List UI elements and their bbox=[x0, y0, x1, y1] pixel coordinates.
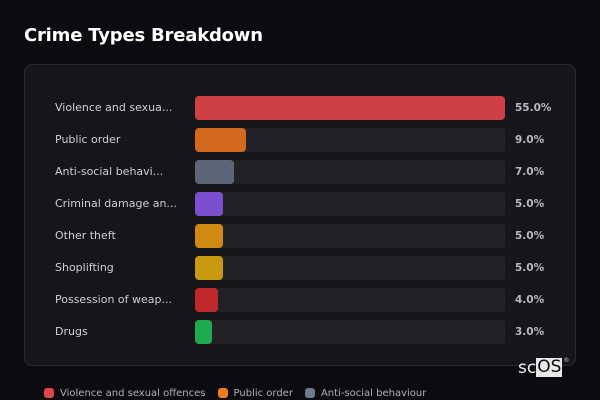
bar-label: Criminal damage an... bbox=[55, 197, 177, 210]
bar-value: 5.0% bbox=[515, 230, 545, 242]
bar-row: Violence and sexua... 55.0% bbox=[25, 96, 575, 120]
watermark-boxed: OS bbox=[536, 357, 563, 377]
bar-value: 5.0% bbox=[515, 198, 545, 210]
bar-label: Possession of weap... bbox=[55, 293, 172, 306]
bar-row: Anti-social behavi... 7.0% bbox=[25, 160, 575, 184]
legend-swatch-icon bbox=[44, 388, 54, 398]
legend-label: Violence and sexual offences bbox=[60, 387, 206, 399]
chart-title: Crime Types Breakdown bbox=[24, 25, 263, 46]
bar-label: Anti-social behavi... bbox=[55, 165, 164, 178]
bar-row: Possession of weap... 4.0% bbox=[25, 288, 575, 312]
bar-row: Shoplifting 5.0% bbox=[25, 256, 575, 280]
bar-value: 9.0% bbox=[515, 134, 545, 146]
bar-label: Other theft bbox=[55, 229, 116, 242]
legend-label: Public order bbox=[233, 387, 293, 399]
bar-fill[interactable] bbox=[195, 256, 223, 280]
bar-row: Other theft 5.0% bbox=[25, 224, 575, 248]
bar-label: Shoplifting bbox=[55, 261, 114, 274]
bar-track bbox=[195, 256, 505, 280]
legend-label: Anti-social behaviour bbox=[320, 387, 427, 399]
bar-fill[interactable] bbox=[195, 288, 218, 312]
bar-track bbox=[195, 192, 505, 216]
legend-swatch-icon bbox=[304, 388, 315, 398]
bar-track bbox=[195, 96, 505, 120]
legend-item[interactable]: Violence and sexual offences bbox=[44, 386, 206, 400]
bar-row: Drugs 3.0% bbox=[25, 320, 575, 344]
bar-fill[interactable] bbox=[195, 96, 505, 120]
bar-fill[interactable] bbox=[195, 160, 234, 184]
bar-track bbox=[195, 288, 505, 312]
bar-row: Criminal damage an... 5.0% bbox=[25, 192, 575, 216]
watermark-logo: sc OS ® bbox=[518, 357, 570, 378]
legend-item[interactable]: Anti-social behaviour bbox=[304, 386, 427, 400]
bar-label: Drugs bbox=[55, 325, 88, 338]
bar-track bbox=[195, 320, 505, 344]
registered-mark: ® bbox=[563, 357, 570, 364]
bar-fill[interactable] bbox=[195, 128, 246, 152]
bar-label: Public order bbox=[55, 133, 121, 146]
bar-fill[interactable] bbox=[195, 224, 223, 248]
bar-value: 55.0% bbox=[515, 102, 552, 114]
watermark-prefix: sc bbox=[518, 358, 537, 378]
bar-value: 5.0% bbox=[515, 262, 545, 274]
bar-fill[interactable] bbox=[195, 192, 223, 216]
bar-track bbox=[195, 128, 505, 152]
bar-label: Violence and sexua... bbox=[55, 101, 173, 114]
legend-item[interactable]: Public order bbox=[217, 386, 293, 400]
bar-track bbox=[195, 224, 505, 248]
bar-track bbox=[195, 160, 505, 184]
bar-value: 3.0% bbox=[515, 326, 545, 338]
bar-fill[interactable] bbox=[195, 320, 212, 344]
legend-swatch-icon bbox=[217, 388, 228, 398]
bar-value: 4.0% bbox=[515, 294, 545, 306]
chart-legend: Violence and sexual offences Public order… bbox=[44, 386, 426, 400]
bar-value: 7.0% bbox=[515, 166, 545, 178]
bar-row: Public order 9.0% bbox=[25, 128, 575, 152]
chart-card: Violence and sexua... 55.0% Public order 9.… bbox=[24, 64, 576, 366]
